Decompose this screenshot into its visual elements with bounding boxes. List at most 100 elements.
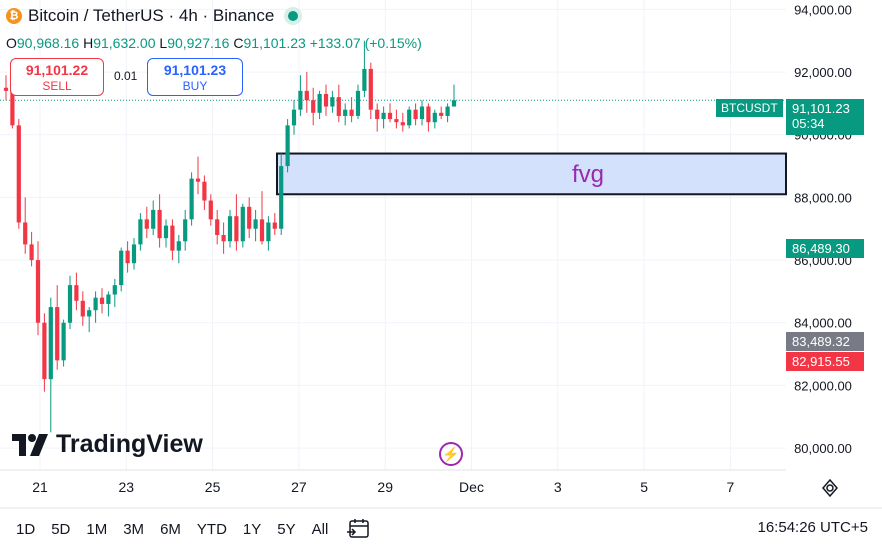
candle-body: [93, 297, 98, 311]
tradingview-logo[interactable]: TradingView: [12, 430, 203, 459]
timeframe-6m[interactable]: 6M: [160, 520, 181, 538]
sell-button[interactable]: 91,101.22 SELL: [10, 58, 104, 96]
candle-body: [400, 122, 405, 126]
candle: [215, 209, 220, 245]
candle: [394, 109, 399, 129]
candle: [48, 297, 53, 433]
buy-label: BUY: [182, 79, 208, 93]
candle-body: [195, 178, 201, 182]
candle-body: [221, 235, 226, 242]
candle-body: [183, 219, 188, 242]
candle: [304, 72, 309, 113]
calendar-range-icon[interactable]: [346, 518, 370, 540]
candle: [125, 241, 130, 273]
candle: [221, 222, 226, 254]
time-tick-label: 21: [32, 479, 48, 495]
candle-body: [61, 322, 66, 361]
change-value: +133.07 (+0.15%): [309, 35, 422, 51]
candle-body: [189, 178, 194, 220]
candle-body: [375, 109, 380, 120]
level-tag-3: 82,915.55: [786, 352, 864, 371]
candle: [330, 90, 335, 113]
candle-body: [227, 216, 233, 242]
candle: [413, 103, 418, 126]
timeframe-1m[interactable]: 1M: [86, 520, 108, 538]
timeframe-1y[interactable]: 1Y: [242, 520, 262, 538]
candle: [234, 194, 239, 251]
time-tick-label: 7: [727, 479, 735, 495]
time-tick-label: Dec: [459, 479, 484, 495]
sell-label: SELL: [42, 79, 72, 93]
candle: [195, 156, 201, 195]
level-tag-1: 86,489.30: [786, 239, 864, 258]
candle: [432, 109, 437, 129]
timeframe-5y[interactable]: 5Y: [277, 520, 296, 538]
candle: [112, 278, 117, 308]
candle: [323, 84, 329, 116]
price-tick-label: 92,000.00: [794, 65, 852, 80]
open-value: 90,968.16: [16, 35, 80, 51]
candle: [259, 191, 265, 245]
candle-body: [157, 209, 162, 239]
candle: [87, 307, 92, 333]
symbol-title[interactable]: Bitcoin / TetherUS · 4h · Binance: [28, 6, 275, 25]
buy-button[interactable]: 91,101.23 BUY: [147, 58, 243, 96]
candle: [151, 200, 156, 235]
timeframe-ytd[interactable]: YTD: [196, 520, 227, 538]
lightning-icon[interactable]: ⚡: [439, 442, 463, 466]
candle: [285, 119, 290, 173]
time-axis[interactable]: 21 23 25 27 29 Dec 3 5 7: [32, 479, 734, 495]
timeframe-1d[interactable]: 1D: [16, 520, 36, 538]
candle-body: [355, 90, 361, 116]
candle: [253, 209, 258, 242]
fvg-zone-box[interactable]: [276, 152, 787, 196]
candle: [202, 175, 207, 210]
timeframe-3m[interactable]: 3M: [123, 520, 145, 538]
candle: [439, 106, 444, 120]
time-tick-label: 29: [377, 479, 393, 495]
candle-body: [23, 222, 28, 245]
candle-body: [362, 68, 367, 91]
candle-body: [394, 119, 399, 123]
candle: [317, 90, 322, 120]
candle-body: [451, 100, 457, 107]
candle-body: [253, 219, 258, 229]
candle-body: [138, 219, 143, 245]
candle-body: [432, 112, 437, 123]
candle: [80, 291, 85, 326]
candle-body: [272, 222, 277, 229]
candle-body: [151, 209, 156, 229]
candle: [387, 103, 393, 123]
candle-body: [3, 87, 9, 91]
candle-body: [208, 200, 213, 220]
price-axis[interactable]: 94,000.0092,000.0090,000.0088,000.0086,0…: [794, 2, 852, 456]
candle: [400, 112, 405, 132]
candle: [451, 84, 457, 107]
candle-body: [285, 125, 290, 167]
timeframe-all[interactable]: All: [311, 520, 329, 538]
candle: [343, 103, 348, 126]
timeframe-5d[interactable]: 5D: [51, 520, 71, 538]
candle: [247, 197, 252, 239]
candle: [119, 247, 124, 292]
candle: [240, 203, 245, 248]
symbol-header[interactable]: ₿ Bitcoin / TetherUS · 4h · Binance: [6, 6, 299, 26]
candle-body: [323, 94, 329, 107]
candle: [183, 209, 188, 251]
candle: [67, 275, 73, 329]
candle-body: [42, 322, 47, 380]
candle-body: [87, 310, 92, 317]
utc-clock[interactable]: 16:54:26 UTC+5: [757, 519, 869, 536]
candle: [144, 206, 149, 239]
candle-body: [67, 285, 73, 323]
candle-body: [381, 112, 386, 120]
candle-body: [170, 225, 175, 251]
sell-price: 91,101.22: [25, 62, 89, 78]
candle-body: [106, 294, 111, 304]
candle-body: [99, 297, 105, 304]
candle-body: [131, 244, 137, 264]
gear-icon[interactable]: [820, 478, 840, 498]
candle: [35, 241, 41, 336]
candle: [272, 213, 277, 235]
